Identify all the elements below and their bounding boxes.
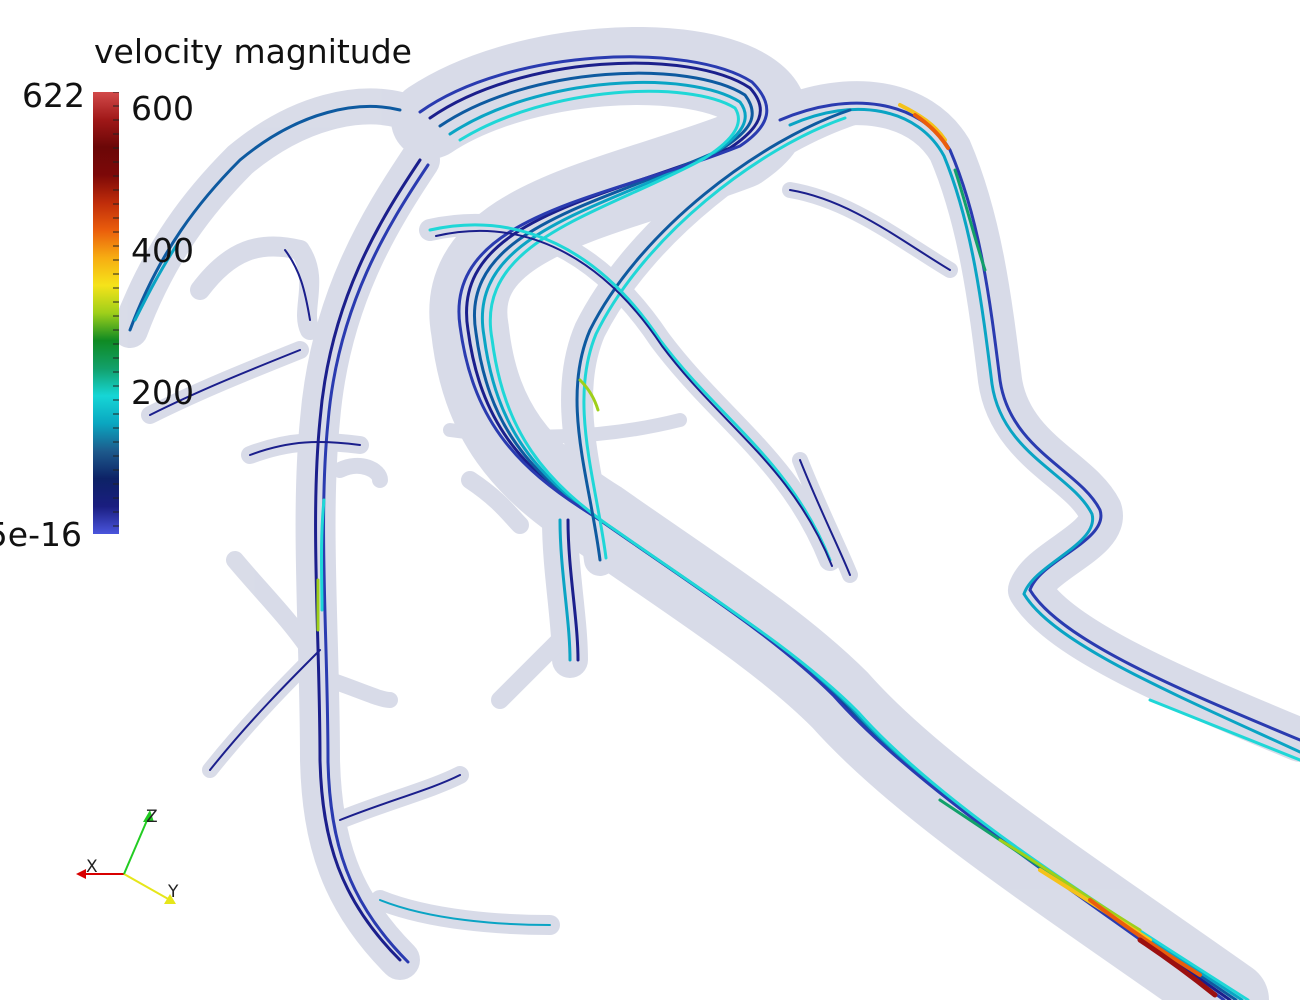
side-vessel-1-mesh [190, 236, 320, 340]
side-vessel-5-mesh [226, 551, 319, 659]
main-artery-streamlines [418, 55, 1250, 1000]
color-scale-bar [93, 92, 119, 534]
orientation-axes: X Y Z [76, 807, 179, 904]
x-axis-label: X [86, 857, 98, 877]
cross-branch-streamlines [428, 223, 833, 567]
y-axis-arrow [164, 894, 176, 904]
streamlines [128, 55, 1300, 1000]
right-arch-streamlines [778, 101, 1300, 762]
z-axis-arrow [143, 810, 154, 822]
legend-max-label: 622 [22, 76, 85, 115]
side-vessel-streamlines [149, 189, 951, 926]
y-axis-line [123, 873, 171, 901]
legend-tick-400: 400 [131, 231, 194, 270]
z-axis-label: Z [146, 807, 158, 827]
legend-tick-200: 200 [131, 373, 194, 412]
side-vessel-4-mesh [332, 457, 388, 488]
side-vessel-12-mesh [782, 182, 958, 278]
x-axis-arrow [76, 869, 86, 879]
upper-branch-streamlines [128, 105, 402, 332]
side-vessel-9-mesh [370, 890, 560, 935]
legend-title: velocity magnitude [94, 32, 412, 71]
side-vessel-7-mesh [322, 672, 398, 708]
right-arch-mesh [758, 81, 1300, 762]
side-vessel-10-mesh [461, 471, 529, 534]
left-trunk-streamlines [314, 158, 430, 964]
side-vessel-11-mesh [491, 631, 569, 709]
vessel-mesh [112, 27, 1300, 1000]
legend-tick-600: 600 [131, 89, 194, 128]
y-axis-label: Y [167, 882, 179, 902]
z-axis-line [123, 817, 149, 875]
legend-min-label: 5e-16 [0, 518, 82, 551]
lower-bundle-streamlines [558, 518, 580, 662]
inner-loop-streamlines [575, 108, 852, 562]
side-vessel-14-mesh [443, 413, 687, 444]
